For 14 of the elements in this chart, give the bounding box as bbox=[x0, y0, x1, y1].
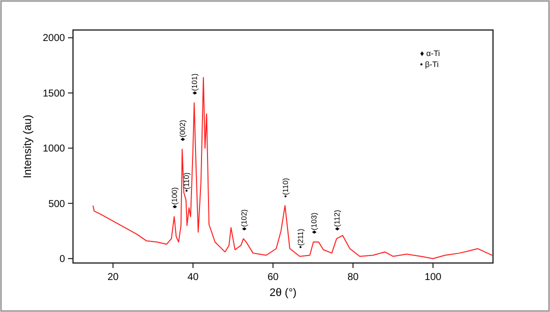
y-tick-label: 0 bbox=[59, 254, 66, 266]
x-tick-label: 60 bbox=[267, 272, 279, 283]
x-tick-label: 100 bbox=[424, 272, 442, 283]
x-tick-label: 20 bbox=[107, 272, 119, 283]
y-tick-label: 500 bbox=[48, 198, 66, 210]
annotation: ♦ α-Ti bbox=[420, 49, 440, 58]
annotation: • β-Ti bbox=[420, 60, 439, 69]
y-axis-title: Intensity (au) bbox=[22, 114, 34, 178]
y-tick-label: 2000 bbox=[42, 33, 66, 44]
x-axis-title: 2θ (°) bbox=[269, 287, 297, 299]
x-tick-label: 40 bbox=[187, 272, 199, 283]
y-tick-label: 1000 bbox=[42, 144, 66, 155]
y-tick-label: 1500 bbox=[42, 88, 66, 100]
x-tick-label: 80 bbox=[347, 272, 359, 283]
